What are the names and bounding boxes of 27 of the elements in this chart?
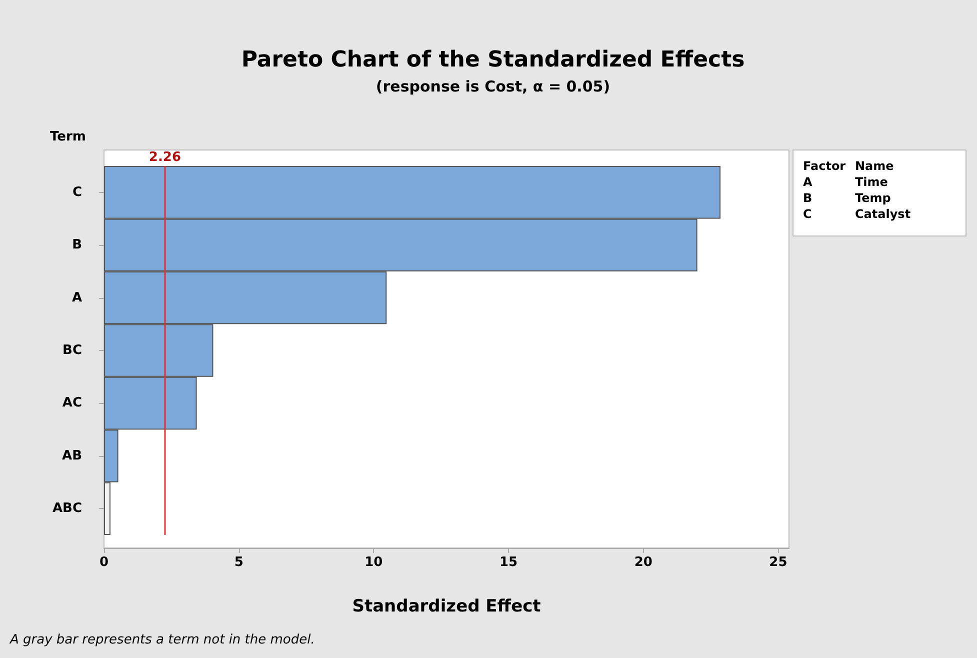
y-tick-label: AC: [62, 396, 82, 411]
y-tick-label: BC: [62, 343, 82, 358]
x-tick-label: 5: [234, 555, 244, 570]
text: Catalyst: [855, 207, 911, 221]
y-tick-label: B: [72, 238, 82, 253]
text: Name: [855, 159, 894, 173]
y-tick-label: AB: [62, 448, 82, 464]
text: A: [803, 175, 813, 189]
y-tick-label: A: [72, 290, 82, 306]
x-axis-title: Standardized Effect: [352, 596, 541, 616]
text: Factor: [803, 159, 846, 173]
y-axis-title: Term: [50, 130, 86, 144]
text: A gray bar represents a term not in the model.: [9, 632, 315, 648]
y-tick-label: ABC: [52, 501, 82, 516]
x-tick-label: 20: [634, 555, 652, 570]
x-tick-label: 25: [769, 555, 788, 570]
text: Temp: [855, 191, 892, 205]
chart-subtitle: (response is Cost, α = 0.05): [376, 78, 610, 96]
ref-line-label: 2.26: [148, 150, 181, 165]
text: Time: [855, 175, 888, 189]
text: B: [803, 191, 812, 205]
chart-title: Pareto Chart of the Standardized Effects: [241, 48, 745, 72]
x-tick-label: 10: [364, 555, 383, 570]
x-tick-label: 15: [499, 555, 518, 570]
x-tick-label: 0: [99, 555, 109, 570]
text: C: [803, 207, 812, 221]
y-tick-label: C: [72, 184, 82, 200]
